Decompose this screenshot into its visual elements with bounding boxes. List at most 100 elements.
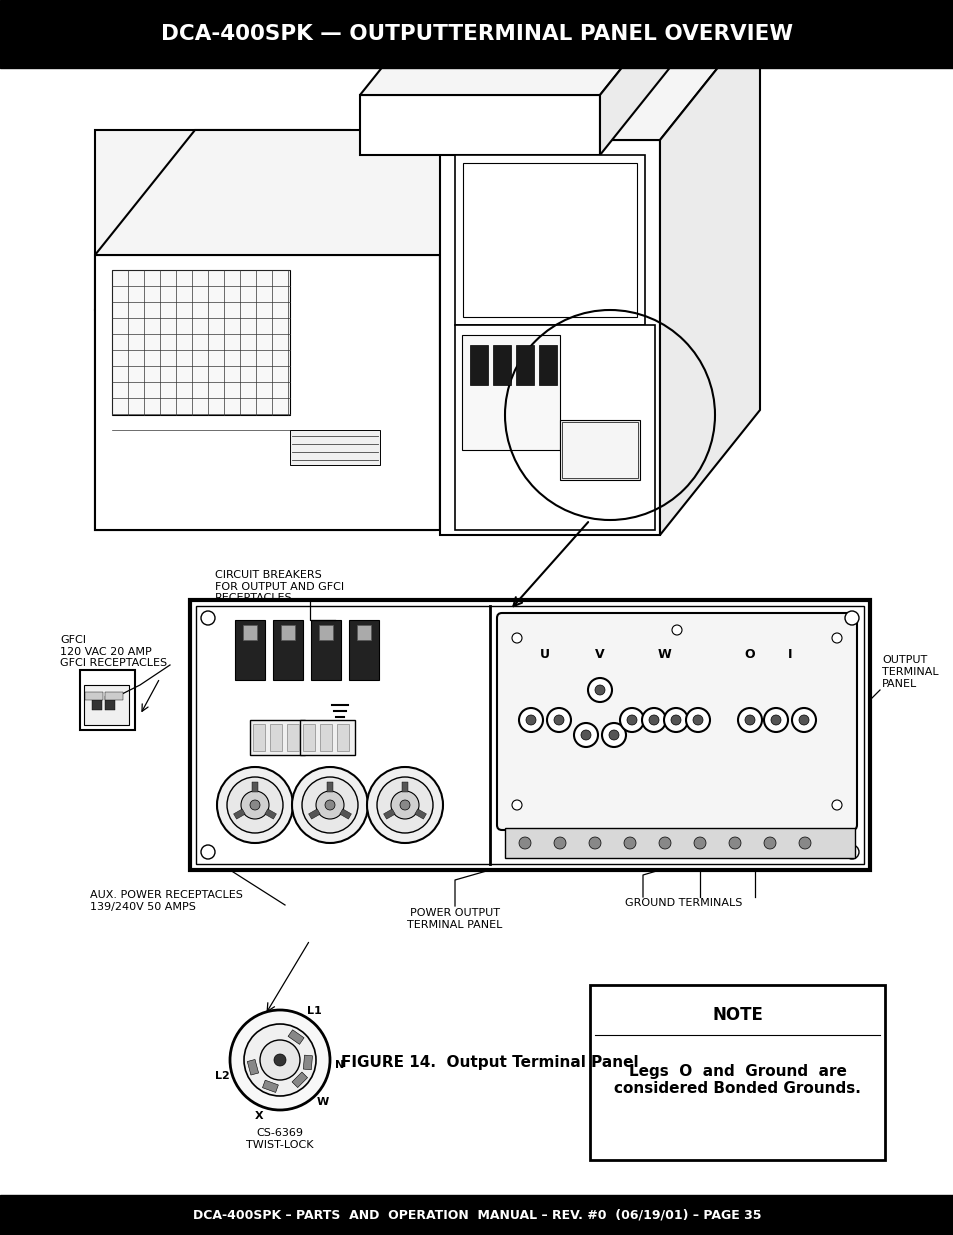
Circle shape	[619, 708, 643, 732]
Circle shape	[367, 767, 442, 844]
Text: CIRCUIT BREAKERS
FOR OUTPUT AND GFCI
RECEPTACLES: CIRCUIT BREAKERS FOR OUTPUT AND GFCI REC…	[214, 571, 344, 603]
Bar	[0, 0, 953, 68]
Circle shape	[376, 777, 433, 832]
Bar	[105, 692, 123, 700]
Circle shape	[670, 715, 680, 725]
Bar	[84, 685, 129, 725]
Text: X: X	[254, 1112, 264, 1121]
Bar	[493, 345, 511, 385]
Text: O: O	[744, 648, 755, 662]
Circle shape	[831, 800, 841, 810]
Bar	[112, 270, 290, 415]
Text: U: U	[539, 648, 550, 662]
Bar	[233, 809, 245, 819]
Polygon shape	[439, 15, 760, 140]
Bar	[336, 724, 349, 751]
Bar	[319, 724, 332, 751]
Circle shape	[518, 837, 531, 848]
Bar	[311, 620, 340, 680]
Polygon shape	[95, 130, 539, 254]
Circle shape	[601, 722, 625, 747]
Text: FIGURE 14.  Output Terminal Panel: FIGURE 14. Output Terminal Panel	[341, 1055, 639, 1070]
Text: G: G	[121, 690, 129, 700]
Bar	[516, 345, 534, 385]
Bar	[195, 606, 863, 864]
Bar	[538, 345, 557, 385]
Circle shape	[244, 1024, 315, 1095]
Polygon shape	[95, 310, 435, 530]
Circle shape	[315, 790, 344, 819]
Bar	[462, 163, 637, 317]
Circle shape	[250, 800, 260, 810]
Bar	[318, 625, 333, 640]
Circle shape	[525, 715, 536, 725]
Bar	[105, 697, 115, 710]
Bar	[461, 335, 559, 450]
Circle shape	[580, 730, 590, 740]
Text: DCA-400SPK — OUTPUTTERMINAL PANEL OVERVIEW: DCA-400SPK — OUTPUTTERMINAL PANEL OVERVI…	[161, 23, 792, 44]
Bar	[0, 1195, 953, 1235]
Bar	[383, 809, 395, 819]
Circle shape	[588, 837, 600, 848]
Circle shape	[648, 715, 659, 725]
Circle shape	[587, 678, 612, 701]
Circle shape	[554, 837, 565, 848]
Circle shape	[626, 715, 637, 725]
Bar	[470, 345, 488, 385]
Circle shape	[763, 837, 775, 848]
Bar	[455, 325, 655, 530]
Circle shape	[671, 625, 681, 635]
Circle shape	[201, 845, 214, 860]
Bar	[80, 671, 135, 730]
Bar	[252, 782, 257, 792]
Bar	[273, 620, 303, 680]
Circle shape	[230, 1010, 330, 1110]
Bar	[292, 1072, 307, 1088]
Polygon shape	[659, 15, 760, 535]
Bar	[303, 1055, 313, 1070]
Bar	[559, 420, 639, 480]
Text: W: W	[316, 1098, 328, 1108]
Text: L1: L1	[307, 1005, 321, 1016]
Polygon shape	[439, 130, 539, 530]
Text: GROUND TERMINALS: GROUND TERMINALS	[624, 898, 741, 908]
Circle shape	[512, 800, 521, 810]
Bar	[308, 809, 320, 819]
Bar	[504, 827, 854, 858]
Circle shape	[554, 715, 563, 725]
Circle shape	[728, 837, 740, 848]
FancyBboxPatch shape	[497, 613, 856, 830]
Circle shape	[844, 845, 858, 860]
Bar	[589, 986, 884, 1160]
Circle shape	[227, 777, 283, 832]
Circle shape	[685, 708, 709, 732]
Circle shape	[623, 837, 636, 848]
Bar	[247, 1060, 258, 1074]
Circle shape	[512, 634, 521, 643]
Circle shape	[791, 708, 815, 732]
Text: L2: L2	[214, 1071, 229, 1081]
Circle shape	[693, 837, 705, 848]
Circle shape	[260, 1040, 299, 1079]
Circle shape	[844, 611, 858, 625]
Text: Legs  O  and  Ground  are
considered Bonded Grounds.: Legs O and Ground are considered Bonded …	[614, 1063, 860, 1097]
Circle shape	[641, 708, 665, 732]
Bar	[287, 724, 298, 751]
Bar	[253, 724, 265, 751]
Bar	[303, 724, 314, 751]
Text: GFCI
120 VAC 20 AMP
GFCI RECEPTACLES: GFCI 120 VAC 20 AMP GFCI RECEPTACLES	[60, 635, 167, 668]
Text: W: W	[658, 648, 671, 662]
Bar	[85, 692, 103, 700]
Bar	[356, 625, 371, 640]
Polygon shape	[95, 130, 435, 310]
Circle shape	[518, 708, 542, 732]
Circle shape	[763, 708, 787, 732]
Text: N: N	[335, 1060, 344, 1071]
Circle shape	[399, 800, 410, 810]
Circle shape	[738, 708, 761, 732]
Circle shape	[663, 708, 687, 732]
Bar	[281, 625, 294, 640]
Circle shape	[216, 767, 293, 844]
Circle shape	[241, 790, 269, 819]
Bar	[190, 600, 869, 869]
